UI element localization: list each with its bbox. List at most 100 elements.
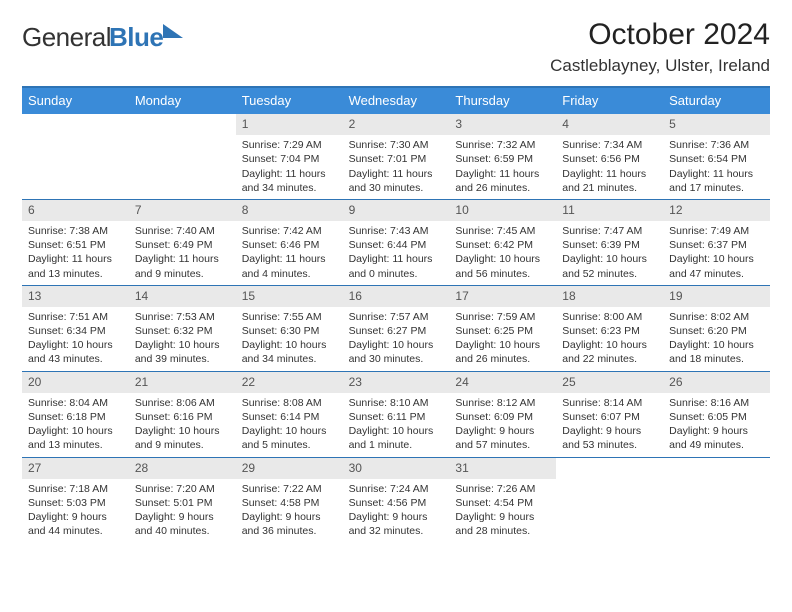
daylight-text: Daylight: 10 hours and 47 minutes. (669, 252, 764, 280)
day-cell: 26Sunrise: 8:16 AMSunset: 6:05 PMDayligh… (663, 372, 770, 457)
daylight-text: Daylight: 9 hours and 32 minutes. (349, 510, 444, 538)
day-content: Sunrise: 8:04 AMSunset: 6:18 PMDaylight:… (22, 393, 129, 457)
sunset-text: Sunset: 6:27 PM (349, 324, 444, 338)
day-number: 27 (22, 458, 129, 479)
day-content: Sunrise: 7:40 AMSunset: 6:49 PMDaylight:… (129, 221, 236, 285)
day-header-row: SundayMondayTuesdayWednesdayThursdayFrid… (22, 88, 770, 114)
daylight-text: Daylight: 10 hours and 26 minutes. (455, 338, 550, 366)
day-cell: 23Sunrise: 8:10 AMSunset: 6:11 PMDayligh… (343, 372, 450, 457)
day-number: 23 (343, 372, 450, 393)
sunrise-text: Sunrise: 7:59 AM (455, 310, 550, 324)
sunrise-text: Sunrise: 7:26 AM (455, 482, 550, 496)
day-content: Sunrise: 8:10 AMSunset: 6:11 PMDaylight:… (343, 393, 450, 457)
day-number: 10 (449, 200, 556, 221)
daylight-text: Daylight: 11 hours and 34 minutes. (242, 167, 337, 195)
sunset-text: Sunset: 6:51 PM (28, 238, 123, 252)
day-number: 5 (663, 114, 770, 135)
daylight-text: Daylight: 11 hours and 9 minutes. (135, 252, 230, 280)
calendar: SundayMondayTuesdayWednesdayThursdayFrid… (22, 86, 770, 542)
day-number: 17 (449, 286, 556, 307)
daylight-text: Daylight: 9 hours and 44 minutes. (28, 510, 123, 538)
daylight-text: Daylight: 11 hours and 30 minutes. (349, 167, 444, 195)
sunrise-text: Sunrise: 8:02 AM (669, 310, 764, 324)
day-number: 14 (129, 286, 236, 307)
sunset-text: Sunset: 6:07 PM (562, 410, 657, 424)
sunrise-text: Sunrise: 7:43 AM (349, 224, 444, 238)
logo-part1: General (22, 22, 111, 52)
sunrise-text: Sunrise: 7:32 AM (455, 138, 550, 152)
sunset-text: Sunset: 6:34 PM (28, 324, 123, 338)
sunset-text: Sunset: 4:54 PM (455, 496, 550, 510)
day-content: Sunrise: 7:59 AMSunset: 6:25 PMDaylight:… (449, 307, 556, 371)
sunset-text: Sunset: 6:59 PM (455, 152, 550, 166)
day-cell (663, 458, 770, 543)
day-cell: 16Sunrise: 7:57 AMSunset: 6:27 PMDayligh… (343, 286, 450, 371)
day-cell: 25Sunrise: 8:14 AMSunset: 6:07 PMDayligh… (556, 372, 663, 457)
sunrise-text: Sunrise: 7:34 AM (562, 138, 657, 152)
day-cell: 13Sunrise: 7:51 AMSunset: 6:34 PMDayligh… (22, 286, 129, 371)
sunrise-text: Sunrise: 7:57 AM (349, 310, 444, 324)
day-number: 13 (22, 286, 129, 307)
sunrise-text: Sunrise: 7:45 AM (455, 224, 550, 238)
day-cell: 12Sunrise: 7:49 AMSunset: 6:37 PMDayligh… (663, 200, 770, 285)
sunset-text: Sunset: 6:14 PM (242, 410, 337, 424)
day-number: 2 (343, 114, 450, 135)
week-row: 13Sunrise: 7:51 AMSunset: 6:34 PMDayligh… (22, 285, 770, 371)
day-number: 8 (236, 200, 343, 221)
daylight-text: Daylight: 10 hours and 52 minutes. (562, 252, 657, 280)
sunrise-text: Sunrise: 7:36 AM (669, 138, 764, 152)
day-content: Sunrise: 8:00 AMSunset: 6:23 PMDaylight:… (556, 307, 663, 371)
weeks-container: 1Sunrise: 7:29 AMSunset: 7:04 PMDaylight… (22, 114, 770, 542)
day-cell (22, 114, 129, 199)
sunrise-text: Sunrise: 8:00 AM (562, 310, 657, 324)
sunrise-text: Sunrise: 8:10 AM (349, 396, 444, 410)
day-cell: 24Sunrise: 8:12 AMSunset: 6:09 PMDayligh… (449, 372, 556, 457)
sunset-text: Sunset: 6:23 PM (562, 324, 657, 338)
day-content: Sunrise: 7:26 AMSunset: 4:54 PMDaylight:… (449, 479, 556, 543)
logo: GeneralBlue (22, 22, 183, 53)
day-content: Sunrise: 7:20 AMSunset: 5:01 PMDaylight:… (129, 479, 236, 543)
week-row: 20Sunrise: 8:04 AMSunset: 6:18 PMDayligh… (22, 371, 770, 457)
sunrise-text: Sunrise: 7:49 AM (669, 224, 764, 238)
day-content: Sunrise: 8:06 AMSunset: 6:16 PMDaylight:… (129, 393, 236, 457)
day-number: 30 (343, 458, 450, 479)
day-cell: 7Sunrise: 7:40 AMSunset: 6:49 PMDaylight… (129, 200, 236, 285)
day-cell (129, 114, 236, 199)
day-number: 18 (556, 286, 663, 307)
day-content: Sunrise: 7:29 AMSunset: 7:04 PMDaylight:… (236, 135, 343, 199)
logo-text: GeneralBlue (22, 22, 163, 53)
day-cell: 17Sunrise: 7:59 AMSunset: 6:25 PMDayligh… (449, 286, 556, 371)
sunset-text: Sunset: 6:44 PM (349, 238, 444, 252)
sunrise-text: Sunrise: 8:04 AM (28, 396, 123, 410)
day-cell: 20Sunrise: 8:04 AMSunset: 6:18 PMDayligh… (22, 372, 129, 457)
header: GeneralBlue October 2024 Castleblayney, … (22, 18, 770, 76)
day-number: 6 (22, 200, 129, 221)
daylight-text: Daylight: 10 hours and 9 minutes. (135, 424, 230, 452)
day-cell: 28Sunrise: 7:20 AMSunset: 5:01 PMDayligh… (129, 458, 236, 543)
sunset-text: Sunset: 6:30 PM (242, 324, 337, 338)
sunset-text: Sunset: 7:01 PM (349, 152, 444, 166)
sunset-text: Sunset: 6:16 PM (135, 410, 230, 424)
day-cell: 30 Sunrise: 7:24 AMSunset: 4:56 PMDayligh… (343, 458, 450, 543)
day-header-cell: Saturday (663, 88, 770, 114)
daylight-text: Daylight: 9 hours and 57 minutes. (455, 424, 550, 452)
day-number: 28 (129, 458, 236, 479)
sunset-text: Sunset: 6:54 PM (669, 152, 764, 166)
sunset-text: Sunset: 4:56 PM (349, 496, 444, 510)
day-cell: 6Sunrise: 7:38 AMSunset: 6:51 PMDaylight… (22, 200, 129, 285)
sunrise-text: Sunrise: 7:22 AM (242, 482, 337, 496)
daylight-text: Daylight: 9 hours and 53 minutes. (562, 424, 657, 452)
daylight-text: Daylight: 10 hours and 56 minutes. (455, 252, 550, 280)
day-number: 1 (236, 114, 343, 135)
sunrise-text: Sunrise: 7:47 AM (562, 224, 657, 238)
sunset-text: Sunset: 6:46 PM (242, 238, 337, 252)
daylight-text: Daylight: 10 hours and 30 minutes. (349, 338, 444, 366)
sunrise-text: Sunrise: 7:24 AM (349, 482, 444, 496)
title-block: October 2024 Castleblayney, Ulster, Irel… (550, 18, 770, 76)
daylight-text: Daylight: 10 hours and 1 minute. (349, 424, 444, 452)
day-cell: 21Sunrise: 8:06 AMSunset: 6:16 PMDayligh… (129, 372, 236, 457)
day-number: 21 (129, 372, 236, 393)
sunset-text: Sunset: 6:11 PM (349, 410, 444, 424)
day-header-cell: Thursday (449, 88, 556, 114)
sunset-text: Sunset: 6:39 PM (562, 238, 657, 252)
